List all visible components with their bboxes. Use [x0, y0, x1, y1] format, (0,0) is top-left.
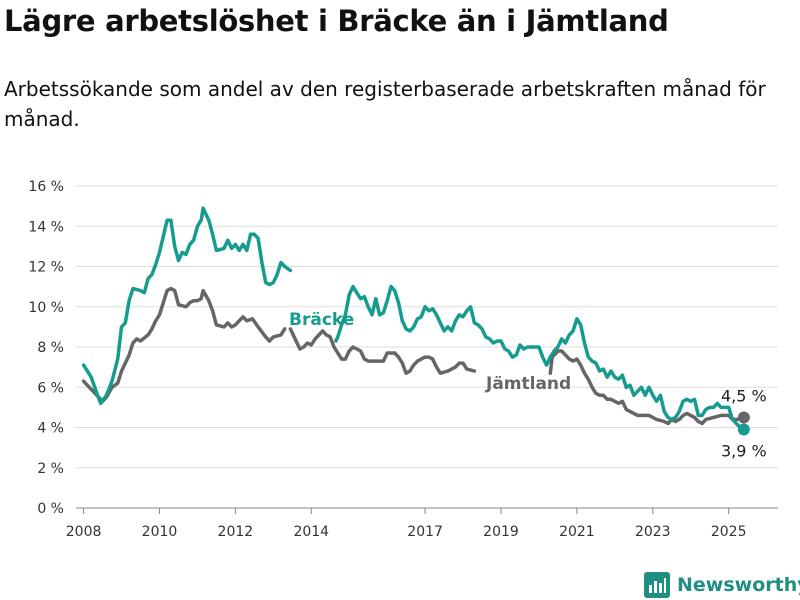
x-tick-label: 2023 — [635, 524, 671, 540]
end-label-bracke: 3,9 % — [721, 442, 767, 461]
x-tick-label: 2019 — [483, 524, 519, 540]
chart-subtitle: Arbetssökande som andel av den registerb… — [4, 77, 766, 131]
y-tick-label: 2 % — [37, 461, 64, 477]
x-tick-label: 2012 — [218, 524, 254, 540]
end-label-jamtland: 4,5 % — [721, 386, 767, 405]
series-labels: Bräcke Jämtland 4,5 % 3,9 % — [289, 310, 767, 461]
y-tick-label: 6 % — [37, 380, 64, 396]
brand: Newsworthy — [644, 570, 800, 600]
series-line-jamtland — [288, 327, 477, 375]
series-line-jamtland — [81, 286, 287, 404]
x-axis: 2008 2010 2012 2014 2017 2019 2021 2023 2025 — [66, 508, 747, 540]
y-tick-label: 10 % — [28, 300, 64, 316]
brand-name: Newsworthy — [677, 574, 800, 596]
x-tick-label: 2014 — [293, 524, 329, 540]
end-point-bracke — [737, 423, 750, 436]
x-tick-label: 2025 — [711, 524, 747, 540]
series-line-bracke — [334, 284, 746, 432]
y-tick-label: 4 % — [37, 421, 64, 437]
x-tick-label: 2017 — [407, 524, 443, 540]
end-point-jamtland — [737, 411, 750, 424]
x-tick-label: 2021 — [559, 524, 595, 540]
line-chart: 0 % 2 % 4 % 6 % 8 % 10 % 12 % 14 % 16 % 2008 2010… — [28, 179, 778, 540]
chart-title: Lägre arbetslöshet i Bräcke än i Jämtlan… — [4, 4, 669, 38]
series-line-jamtland — [548, 349, 746, 426]
y-axis: 0 % 2 % 4 % 6 % 8 % 10 % 12 % 14 % 16 % — [28, 179, 64, 517]
y-tick-label: 12 % — [28, 260, 64, 276]
series-lines — [81, 206, 750, 436]
series-line-bracke — [81, 206, 293, 406]
newsworthy-logo-icon — [644, 572, 670, 598]
series-label-jamtland: Jämtland — [485, 374, 571, 394]
y-tick-label: 0 % — [37, 501, 64, 517]
x-tick-label: 2010 — [142, 524, 178, 540]
series-label-bracke: Bräcke — [289, 310, 354, 330]
y-tick-label: 16 % — [28, 179, 64, 195]
y-tick-label: 8 % — [37, 340, 64, 356]
y-tick-label: 14 % — [28, 219, 64, 235]
gridlines — [76, 185, 778, 509]
x-tick-label: 2008 — [66, 524, 102, 540]
